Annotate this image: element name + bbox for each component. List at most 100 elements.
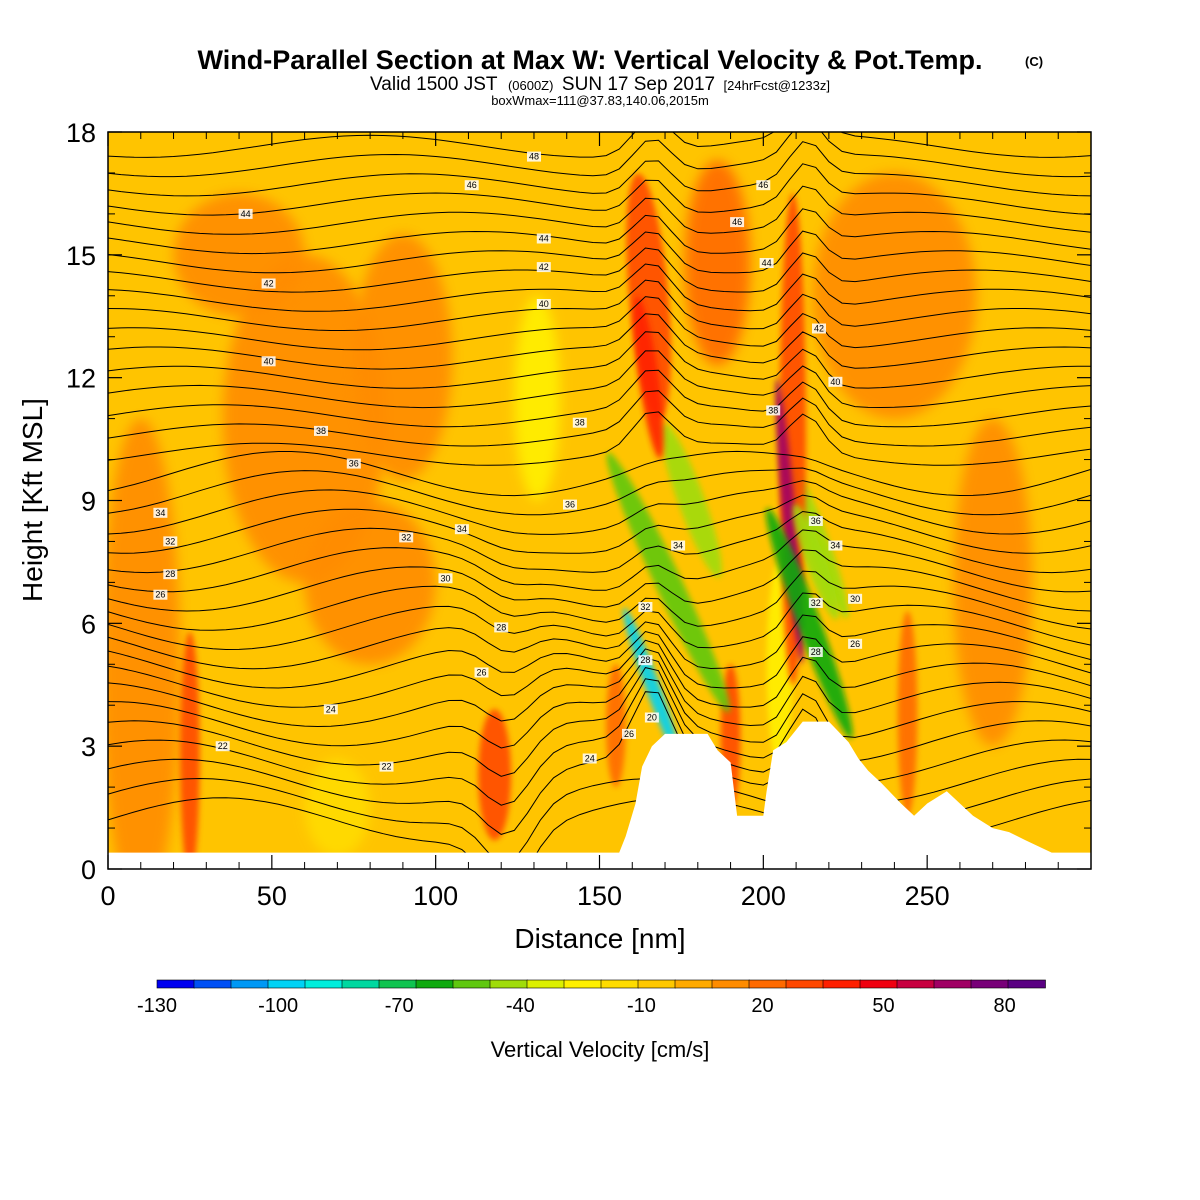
- colorbar-swatch: [859, 979, 898, 989]
- contour-label: 36: [346, 458, 361, 469]
- chart-subtitle: Valid 1500 JST (0600Z) SUN 17 Sep 2017 […: [370, 74, 830, 95]
- contour-label: 28: [808, 647, 823, 657]
- contour-label: 30: [438, 573, 453, 584]
- y-tick-label: 15: [66, 241, 96, 271]
- x-tick-label: 250: [905, 881, 950, 911]
- theta-contour: [108, 592, 1091, 651]
- contour-label: 30: [848, 593, 863, 604]
- contour-label-text: 26: [155, 590, 165, 600]
- contour-label-text: 28: [811, 647, 821, 657]
- subtitle-fcst: [24hrFcst@1233z]: [724, 78, 830, 93]
- theta-contour: [108, 208, 1091, 255]
- contour-label-text: 26: [850, 639, 860, 649]
- colorbar-swatch: [230, 979, 269, 989]
- contour-label-text: 42: [539, 262, 549, 272]
- contour-label-text: 36: [811, 516, 821, 526]
- x-tick-label: 150: [577, 881, 622, 911]
- contour-label-text: 20: [647, 713, 657, 723]
- contour-label: 46: [730, 217, 745, 228]
- theta-contour: [108, 247, 1091, 293]
- contour-label: 22: [379, 761, 394, 772]
- subtitle-utc: (0600Z): [508, 78, 554, 93]
- contour-label-text: 38: [316, 426, 326, 436]
- theta-contour: [108, 667, 1091, 777]
- contour-label: 48: [527, 151, 541, 162]
- contour-label-text: 24: [585, 754, 595, 764]
- contour-label: 44: [759, 258, 774, 268]
- colorbar-swatch: [822, 979, 861, 989]
- theta-contour: [108, 614, 1091, 670]
- velocity-blob: [660, 423, 722, 578]
- contour-label-text: 28: [165, 569, 175, 579]
- contour-label-text: 26: [624, 729, 634, 739]
- contour-label-text: 38: [575, 418, 585, 428]
- velocity-blob: [953, 418, 1032, 747]
- theta-contour: [108, 279, 1091, 331]
- theta-contour: [108, 570, 1091, 631]
- theta-contour: [108, 350, 1091, 409]
- theta-contour: [108, 648, 1091, 728]
- contour-label-text: 30: [850, 594, 860, 604]
- contour-label-text: 40: [539, 299, 549, 309]
- colorbar-tick-label: -100: [258, 995, 298, 1017]
- title-copyright-mark: (C): [1025, 54, 1043, 69]
- velocity-blob: [478, 709, 511, 841]
- y-tick-label: 18: [66, 118, 96, 148]
- colorbar-swatch: [526, 979, 565, 989]
- theta-contour: [108, 630, 1091, 689]
- contour-label: 46: [756, 180, 771, 191]
- colorbar-swatch: [563, 979, 602, 989]
- velocity-blob: [353, 234, 453, 480]
- contour-label-text: 42: [264, 279, 274, 289]
- contour-label-text: 34: [155, 508, 165, 518]
- colorbar-tick-label: 80: [993, 995, 1015, 1017]
- contour-label: 32: [808, 597, 823, 608]
- contour-labels: 48 46 46 46 44 44 44 42 42 42 40 40 40 38 38 38 36 36 36 34…: [153, 151, 863, 772]
- contour-label-text: 36: [349, 459, 359, 469]
- contour-label-text: 34: [830, 541, 840, 551]
- theta-contour: [108, 678, 1091, 806]
- contour-label: 28: [163, 569, 178, 580]
- colorbar-swatch: [600, 979, 639, 989]
- x-tick-label: 200: [741, 881, 786, 911]
- theta-contour: [108, 529, 1091, 593]
- theta-contour: [108, 296, 1091, 351]
- contour-label: 28: [494, 622, 509, 633]
- colorbar: -130 -100 -70 -40 -10 20 50 80: [137, 979, 1046, 1017]
- contour-label: 42: [261, 278, 276, 289]
- colorbar-tick-label: 50: [872, 995, 894, 1017]
- contour-label-text: 46: [732, 217, 742, 227]
- theta-contour: [108, 390, 1091, 447]
- contour-label-text: 26: [476, 668, 486, 678]
- contour-label: 26: [848, 638, 863, 649]
- contour-label: 32: [163, 536, 178, 547]
- velocity-blob: [514, 295, 561, 501]
- velocity-blob: [606, 664, 626, 788]
- velocity-blob: [633, 296, 664, 459]
- theta-contour: [108, 163, 1091, 216]
- terrain-mask: [108, 721, 1091, 869]
- contour-label-text: 28: [496, 622, 506, 632]
- contour-label: 34: [454, 524, 469, 535]
- contour-label-text: 42: [814, 324, 824, 334]
- theta-contour: [108, 510, 1091, 574]
- theta-contour: [108, 467, 1091, 516]
- velocity-blob: [108, 418, 181, 869]
- contour-label: 38: [572, 417, 587, 428]
- colorbar-swatch: [489, 979, 528, 989]
- colorbar-tick-label: -70: [385, 995, 414, 1017]
- y-tick-label: 0: [81, 855, 96, 885]
- contour-label: 24: [323, 704, 338, 715]
- contour-label-text: 44: [241, 209, 251, 219]
- theta-contour: [108, 263, 1091, 312]
- contour-label-text: 40: [264, 356, 274, 366]
- contour-label-text: 46: [467, 180, 477, 190]
- contour-label: 20: [644, 712, 659, 723]
- y-tick-label: 6: [81, 609, 96, 639]
- subtitle-valid: Valid 1500 JST: [370, 74, 498, 95]
- contour-label-text: 32: [401, 532, 411, 542]
- colorbar-swatch: [785, 979, 824, 989]
- theta-contour: [108, 331, 1091, 389]
